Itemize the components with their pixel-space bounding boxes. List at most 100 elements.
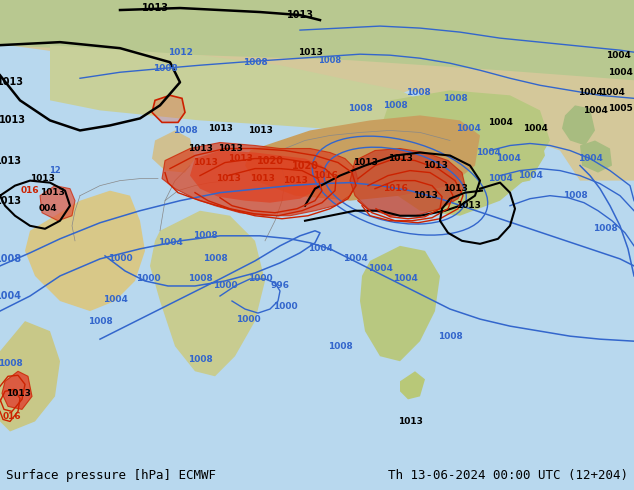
Polygon shape — [245, 116, 480, 201]
Text: 1013: 1013 — [413, 191, 437, 200]
Text: 1008: 1008 — [153, 64, 178, 73]
Polygon shape — [580, 141, 612, 172]
Text: 1008: 1008 — [203, 254, 228, 264]
Text: 1013: 1013 — [423, 161, 448, 170]
Polygon shape — [25, 191, 145, 311]
Text: 1000: 1000 — [108, 254, 133, 264]
Text: 1004: 1004 — [605, 50, 630, 60]
Text: 1008: 1008 — [443, 94, 467, 103]
Text: 996: 996 — [271, 281, 290, 291]
Polygon shape — [360, 246, 440, 361]
Text: 1008: 1008 — [318, 56, 342, 65]
Polygon shape — [562, 105, 595, 146]
Text: 1013: 1013 — [188, 144, 212, 153]
Text: 1004: 1004 — [600, 88, 624, 97]
Text: 1008: 1008 — [562, 191, 587, 200]
Text: 1013: 1013 — [0, 196, 22, 206]
Text: 1013: 1013 — [30, 174, 55, 183]
Text: 1013: 1013 — [193, 158, 217, 167]
Text: 1008: 1008 — [188, 274, 212, 283]
Polygon shape — [400, 371, 425, 399]
Polygon shape — [190, 150, 328, 203]
Text: 1020: 1020 — [292, 161, 318, 171]
Text: 1013: 1013 — [443, 184, 467, 193]
Text: 1020: 1020 — [257, 155, 283, 166]
Text: 1008: 1008 — [188, 355, 212, 364]
Text: 1008: 1008 — [383, 101, 408, 110]
Text: 1013: 1013 — [353, 158, 377, 167]
Text: 1004: 1004 — [607, 68, 633, 77]
Text: 1013: 1013 — [216, 174, 240, 183]
Text: 1004: 1004 — [476, 148, 500, 157]
Text: 12: 12 — [49, 166, 61, 175]
Text: 1013: 1013 — [0, 116, 25, 125]
Polygon shape — [375, 90, 550, 216]
Text: 1008: 1008 — [593, 224, 618, 233]
Polygon shape — [2, 371, 32, 410]
Polygon shape — [152, 130, 195, 172]
Text: 1004: 1004 — [456, 124, 481, 133]
Text: 1000: 1000 — [212, 281, 237, 291]
Polygon shape — [488, 121, 545, 186]
Text: 1013: 1013 — [387, 154, 413, 163]
Text: 1013: 1013 — [228, 154, 252, 163]
Text: 1013: 1013 — [247, 126, 273, 135]
Text: 1004: 1004 — [158, 238, 183, 247]
Polygon shape — [0, 0, 634, 80]
Text: 1008: 1008 — [87, 317, 112, 325]
Text: 1004: 1004 — [368, 265, 392, 273]
Text: 1000: 1000 — [236, 315, 261, 323]
Text: 1008: 1008 — [328, 342, 353, 351]
Polygon shape — [40, 186, 75, 221]
Text: 1013: 1013 — [398, 417, 422, 426]
Text: 1004: 1004 — [103, 294, 127, 303]
Polygon shape — [350, 148, 465, 216]
Text: 1004: 1004 — [307, 245, 332, 253]
Text: 1004: 1004 — [578, 154, 602, 163]
Text: 1005: 1005 — [607, 104, 632, 113]
Text: 1008: 1008 — [193, 231, 217, 240]
Text: 1004: 1004 — [392, 274, 417, 283]
Polygon shape — [0, 321, 60, 432]
Text: 1008: 1008 — [437, 332, 462, 341]
Text: 1013: 1013 — [297, 48, 323, 57]
Text: 1013: 1013 — [6, 389, 30, 398]
Text: 1004: 1004 — [517, 171, 543, 180]
Text: 016: 016 — [21, 186, 39, 195]
Text: 1008: 1008 — [347, 104, 372, 113]
Text: 1004: 1004 — [0, 291, 22, 301]
Text: 1008: 1008 — [172, 126, 197, 135]
Text: 1013: 1013 — [0, 155, 22, 166]
Text: 1004: 1004 — [488, 118, 512, 127]
Text: 1013: 1013 — [0, 77, 23, 87]
Polygon shape — [50, 45, 420, 130]
Text: 1008: 1008 — [0, 359, 22, 368]
Text: 1004: 1004 — [496, 154, 521, 163]
Polygon shape — [150, 211, 265, 376]
Text: 1013: 1013 — [287, 10, 313, 20]
Text: 1012: 1012 — [167, 48, 193, 57]
Text: 1013: 1013 — [250, 174, 275, 183]
Text: 1013: 1013 — [456, 201, 481, 210]
Text: 1000: 1000 — [136, 274, 160, 283]
Text: 1004: 1004 — [578, 88, 602, 97]
Text: 1004: 1004 — [583, 106, 607, 115]
Text: 1008: 1008 — [243, 58, 268, 67]
Text: 1013: 1013 — [283, 176, 307, 185]
Text: 1008: 1008 — [406, 88, 430, 97]
Text: 1013: 1013 — [39, 188, 65, 197]
Text: 1000: 1000 — [248, 274, 273, 283]
Polygon shape — [152, 96, 185, 122]
Text: 1004: 1004 — [342, 254, 368, 264]
Text: 016: 016 — [3, 412, 22, 421]
Text: 1013: 1013 — [217, 144, 242, 153]
Text: 1008: 1008 — [0, 254, 22, 264]
Polygon shape — [0, 0, 634, 181]
Text: Surface pressure [hPa] ECMWF: Surface pressure [hPa] ECMWF — [6, 469, 216, 482]
Text: 1016: 1016 — [382, 184, 408, 193]
Text: 004: 004 — [39, 204, 57, 213]
Text: 1004: 1004 — [488, 174, 512, 183]
Text: 1013: 1013 — [207, 124, 233, 133]
Text: 1016: 1016 — [313, 171, 337, 180]
Polygon shape — [162, 143, 358, 216]
